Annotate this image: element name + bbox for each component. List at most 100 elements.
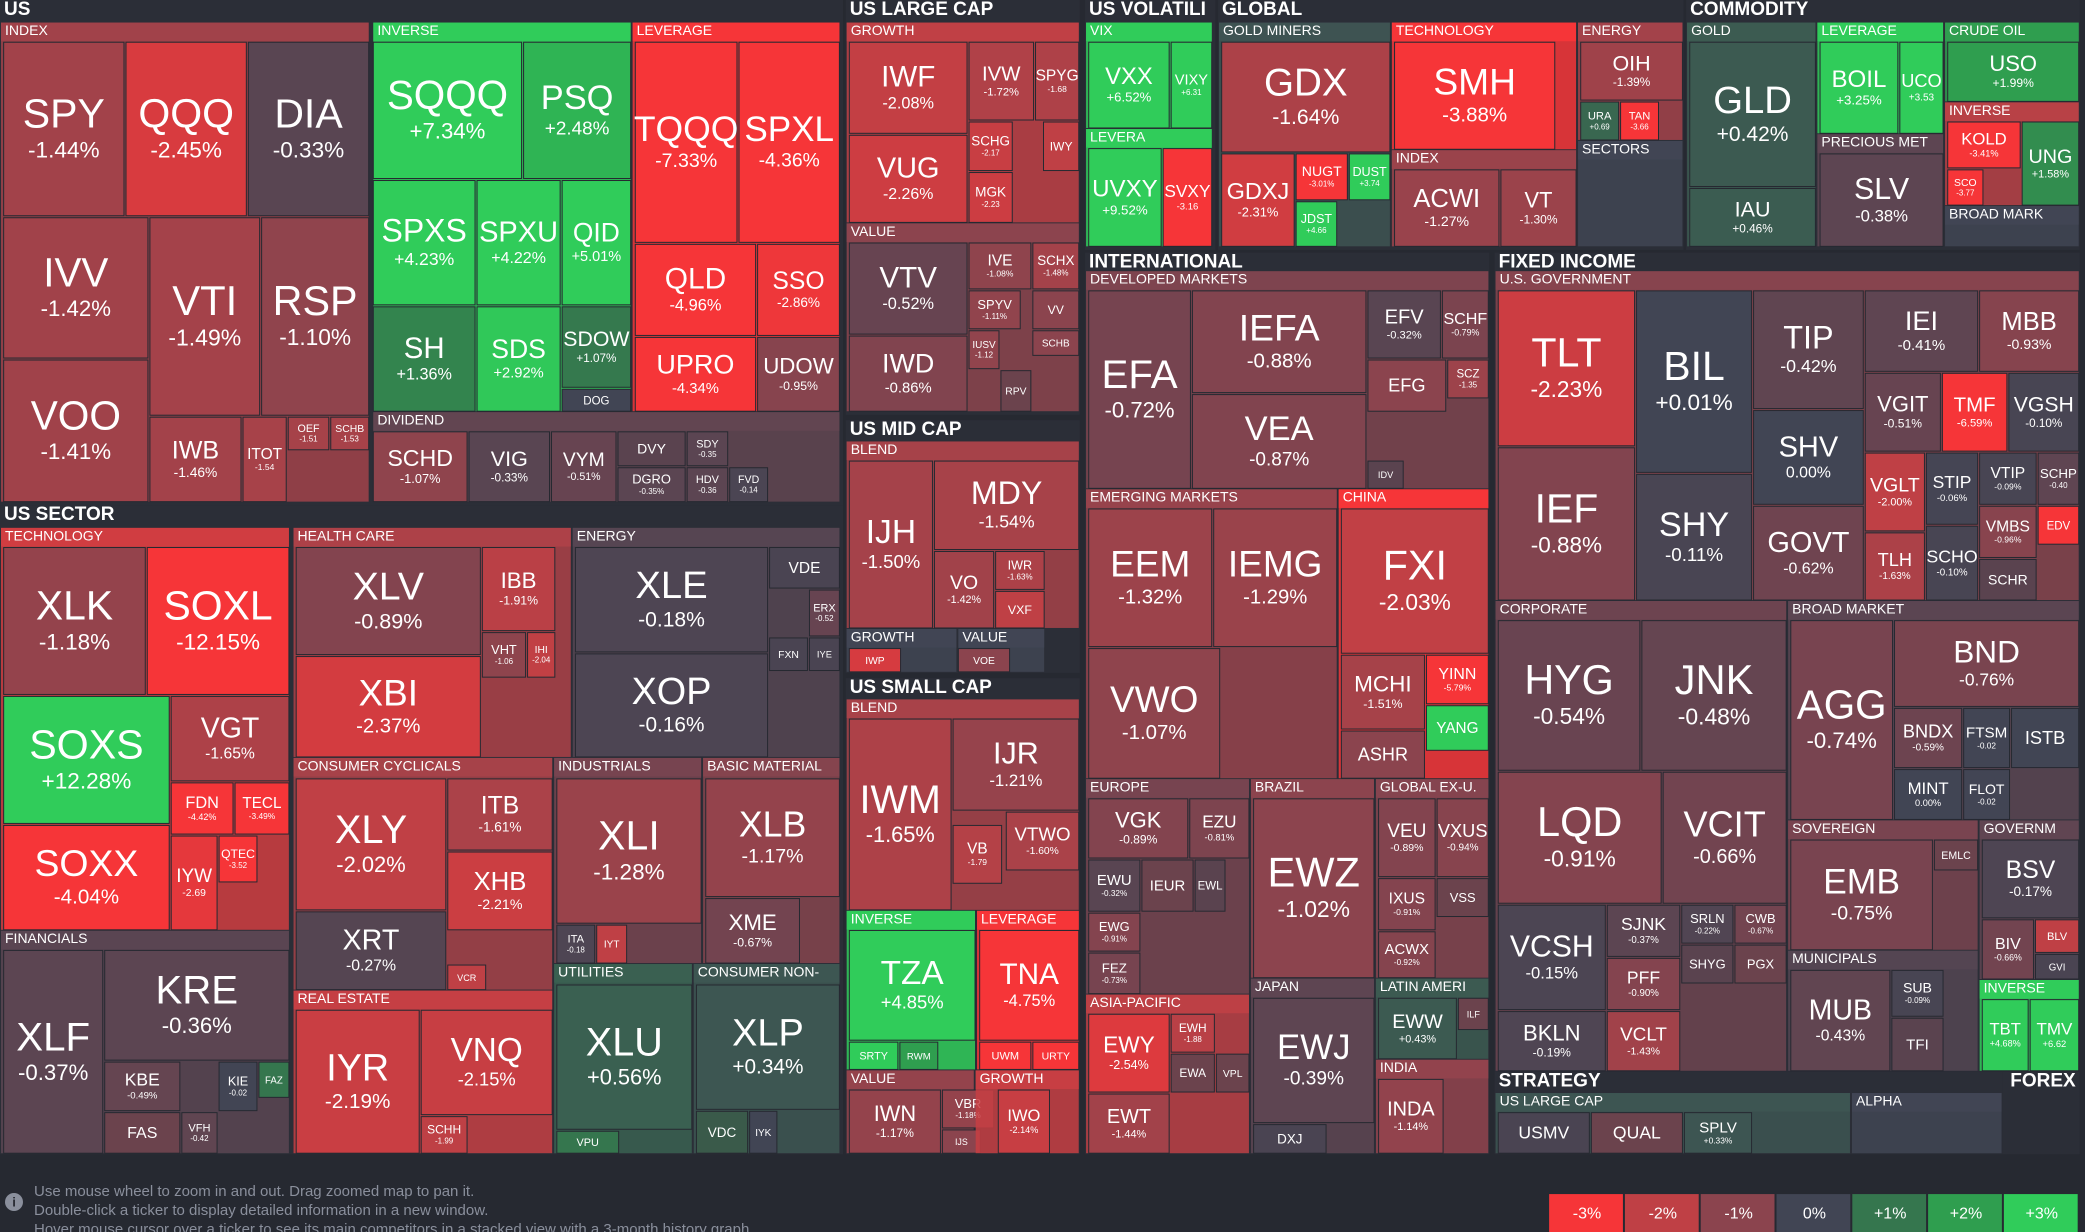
- ticker-tile[interactable]: [1606, 1011, 1681, 1072]
- ticker-tile[interactable]: [2037, 505, 2080, 545]
- ticker-tile[interactable]: [1580, 101, 1620, 141]
- ticker-symbol[interactable]: SCHD: [387, 445, 453, 471]
- ticker-symbol[interactable]: SOXL: [164, 582, 273, 628]
- ticker-symbol[interactable]: UCO: [1901, 71, 1941, 91]
- ticker-symbol[interactable]: VPU: [577, 1137, 600, 1149]
- ticker-symbol[interactable]: PGX: [1747, 956, 1775, 971]
- ticker-tile[interactable]: [634, 336, 757, 412]
- ticker-symbol[interactable]: GDXJ: [1227, 178, 1290, 204]
- ticker-tile[interactable]: [1606, 957, 1681, 1011]
- ticker-tile[interactable]: [1941, 372, 2008, 452]
- ticker-symbol[interactable]: URA: [1588, 111, 1612, 123]
- ticker-symbol[interactable]: IEI: [1905, 305, 1938, 336]
- ticker-tile[interactable]: [1032, 330, 1080, 356]
- ticker-tile[interactable]: [1191, 290, 1367, 394]
- ticker-tile[interactable]: [1032, 290, 1080, 330]
- ticker-symbol[interactable]: SPXU: [479, 217, 558, 249]
- ticker-tile[interactable]: [1378, 798, 1436, 878]
- ticker-symbol[interactable]: VFH: [188, 1122, 210, 1134]
- ticker-tile[interactable]: [1394, 169, 1500, 247]
- ticker-symbol[interactable]: VUG: [877, 153, 940, 185]
- ticker-tile[interactable]: [1620, 101, 1659, 141]
- ticker-symbol[interactable]: SQQQ: [387, 72, 508, 118]
- ticker-tile[interactable]: [1981, 999, 2029, 1072]
- ticker-symbol[interactable]: XHB: [473, 868, 526, 896]
- ticker-symbol[interactable]: IVV: [43, 249, 108, 295]
- ticker-symbol[interactable]: STIP: [1933, 472, 1972, 492]
- ticker-symbol[interactable]: OEF: [298, 423, 320, 435]
- ticker-symbol[interactable]: GOVT: [1767, 527, 1849, 559]
- ticker-symbol[interactable]: FTSM: [1966, 724, 2007, 741]
- ticker-tile[interactable]: [295, 778, 447, 911]
- ticker-tile[interactable]: [2011, 707, 2080, 769]
- ticker-symbol[interactable]: BIV: [1995, 936, 2021, 953]
- ticker-tile[interactable]: [997, 1089, 1050, 1154]
- ticker-tile[interactable]: [1790, 969, 1891, 1072]
- ticker-symbol[interactable]: KBE: [125, 1070, 160, 1090]
- ticker-symbol[interactable]: XLF: [16, 1014, 90, 1059]
- ticker-symbol[interactable]: SDOW: [563, 327, 630, 351]
- ticker-symbol[interactable]: BOIL: [1831, 66, 1886, 93]
- ticker-symbol[interactable]: OIH: [1612, 51, 1650, 75]
- ticker-symbol[interactable]: SCHB: [335, 424, 364, 435]
- ticker-symbol[interactable]: IEMG: [1228, 543, 1323, 584]
- ticker-tile[interactable]: [1189, 798, 1250, 859]
- ticker-tile[interactable]: [561, 306, 632, 388]
- ticker-tile[interactable]: [1441, 290, 1489, 359]
- ticker-symbol[interactable]: VEU: [1387, 821, 1426, 842]
- ticker-tile[interactable]: [1088, 859, 1141, 912]
- ticker-symbol[interactable]: MINT: [1908, 779, 1949, 798]
- ticker-symbol[interactable]: ERX: [813, 602, 836, 614]
- ticker-tile[interactable]: [1215, 1053, 1250, 1093]
- ticker-tile[interactable]: [287, 416, 330, 451]
- ticker-tile[interactable]: [634, 243, 757, 336]
- ticker-tile[interactable]: [1425, 654, 1489, 705]
- ticker-symbol[interactable]: USO: [1989, 51, 2037, 76]
- ticker-symbol[interactable]: IYT: [604, 940, 620, 951]
- ticker-symbol[interactable]: SCHG: [971, 133, 1010, 148]
- ticker-tile[interactable]: [242, 416, 287, 503]
- ticker-symbol[interactable]: IEFA: [1239, 306, 1320, 348]
- ticker-tile[interactable]: [527, 632, 556, 678]
- ticker-symbol[interactable]: FXN: [778, 650, 799, 661]
- ticker-tile[interactable]: [149, 416, 242, 503]
- ticker-tile[interactable]: [848, 134, 968, 223]
- ticker-tile[interactable]: [1088, 798, 1189, 859]
- ticker-tile[interactable]: [372, 306, 476, 412]
- ticker-symbol[interactable]: SVXY: [1164, 181, 1211, 201]
- ticker-tile[interactable]: [1979, 505, 2037, 558]
- ticker-tile[interactable]: [3, 359, 149, 503]
- ticker-tile[interactable]: [1981, 919, 2034, 980]
- ticker-symbol[interactable]: RPV: [1005, 387, 1026, 398]
- ticker-tile[interactable]: [1734, 944, 1787, 984]
- ticker-tile[interactable]: [1979, 452, 2037, 505]
- ticker-symbol[interactable]: VB: [967, 841, 988, 858]
- ticker-tile[interactable]: [596, 924, 628, 964]
- ticker-tile[interactable]: [769, 637, 808, 672]
- ticker-symbol[interactable]: BNDX: [1903, 721, 1954, 741]
- ticker-symbol[interactable]: TECL: [242, 795, 281, 812]
- ticker-tile[interactable]: [1947, 169, 1984, 206]
- ticker-tile[interactable]: [261, 217, 370, 416]
- ticker-tile[interactable]: [1689, 187, 1816, 247]
- ticker-symbol[interactable]: BSV: [2006, 857, 2056, 884]
- ticker-symbol[interactable]: EFA: [1101, 352, 1177, 397]
- ticker-tile[interactable]: [1340, 654, 1425, 730]
- ticker-symbol[interactable]: FXI: [1383, 542, 1447, 588]
- ticker-symbol[interactable]: SPY: [23, 90, 105, 136]
- ticker-tile[interactable]: [170, 782, 234, 835]
- ticker-symbol[interactable]: PFF: [1627, 967, 1660, 987]
- ticker-symbol[interactable]: UDOW: [763, 353, 834, 378]
- ticker-symbol[interactable]: SUB: [1903, 980, 1932, 996]
- ticker-tile[interactable]: [3, 949, 104, 1154]
- ticker-tile[interactable]: [1497, 447, 1636, 601]
- ticker-tile[interactable]: [1979, 558, 2037, 601]
- ticker-tile[interactable]: [181, 1112, 218, 1154]
- ticker-tile[interactable]: [1497, 904, 1606, 1011]
- ticker-symbol[interactable]: EWY: [1103, 1031, 1155, 1057]
- ticker-symbol[interactable]: MDY: [971, 475, 1043, 511]
- ticker-symbol[interactable]: TMV: [2036, 1020, 2073, 1039]
- ticker-symbol[interactable]: XLK: [36, 582, 113, 628]
- ticker-tile[interactable]: [933, 551, 995, 629]
- ticker-tile[interactable]: [1681, 904, 1734, 944]
